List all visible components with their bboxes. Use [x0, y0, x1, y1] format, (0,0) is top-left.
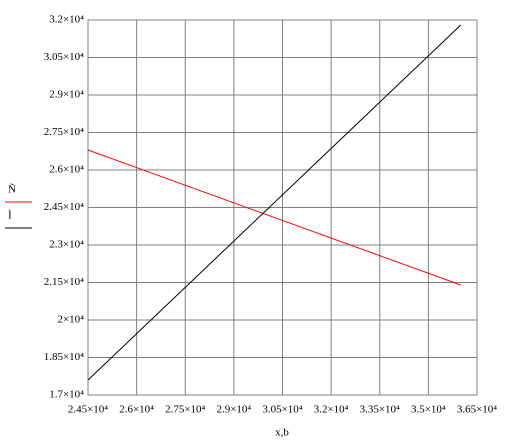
x-tick-label: 2.9×10⁴ — [216, 404, 251, 416]
line-series — [87, 149, 461, 286]
y-tick-label: 1.85×10⁴ — [44, 351, 84, 363]
y-tick-label: 2.9×10⁴ — [49, 89, 84, 101]
y-tick-label: 1.7×10⁴ — [49, 389, 84, 401]
line-series — [87, 24, 462, 381]
y-tick-label: 2×10⁴ — [57, 314, 84, 326]
x-tick-label: 2.6×10⁴ — [119, 404, 154, 416]
y-tick-label: 3.2×10⁴ — [49, 14, 84, 26]
x-tick-label: 3.65×10⁴ — [457, 404, 497, 416]
x-tick-label: 2.75×10⁴ — [165, 404, 205, 416]
y-tick-label: 2.45×10⁴ — [44, 201, 84, 213]
y-tick-label: 2.75×10⁴ — [44, 126, 84, 138]
x-axis-label: x,b — [275, 427, 289, 439]
x-tick-label: 3.5×10⁴ — [411, 404, 446, 416]
y-tick-label: 3.05×10⁴ — [44, 51, 84, 63]
plot-frame — [87, 19, 478, 396]
y-tick-label: 2.6×10⁴ — [49, 164, 84, 176]
x-tick-label: 2.45×10⁴ — [68, 404, 108, 416]
x-tick-label: 3.35×10⁴ — [360, 404, 400, 416]
legend-label: Ì — [8, 210, 12, 222]
x-tick-label: 3.05×10⁴ — [262, 404, 302, 416]
legend-label: Ñ — [8, 184, 16, 196]
y-tick-label: 2.15×10⁴ — [44, 276, 84, 288]
y-tick-label: 2.3×10⁴ — [49, 239, 84, 251]
x-tick-label: 3.2×10⁴ — [314, 404, 349, 416]
